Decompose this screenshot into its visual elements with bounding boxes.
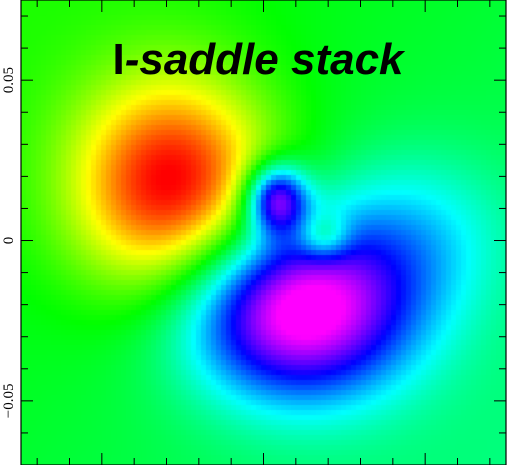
chart-title: I-saddle stack bbox=[112, 35, 406, 84]
y-tick-label: 0 bbox=[1, 237, 17, 245]
chart-title-bold: I bbox=[112, 35, 124, 84]
chart-title-italic: -saddle stack bbox=[125, 35, 406, 84]
y-tick-label: 0.05 bbox=[1, 67, 17, 93]
y-tick-labels: 0.05 0 −0.05 bbox=[1, 67, 17, 418]
y-tick-label: −0.05 bbox=[1, 384, 17, 419]
heatmap-image bbox=[21, 0, 506, 465]
heatmap-field bbox=[21, 0, 506, 465]
